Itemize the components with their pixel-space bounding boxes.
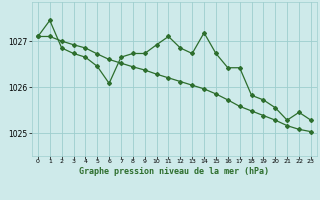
X-axis label: Graphe pression niveau de la mer (hPa): Graphe pression niveau de la mer (hPa) <box>79 167 269 176</box>
